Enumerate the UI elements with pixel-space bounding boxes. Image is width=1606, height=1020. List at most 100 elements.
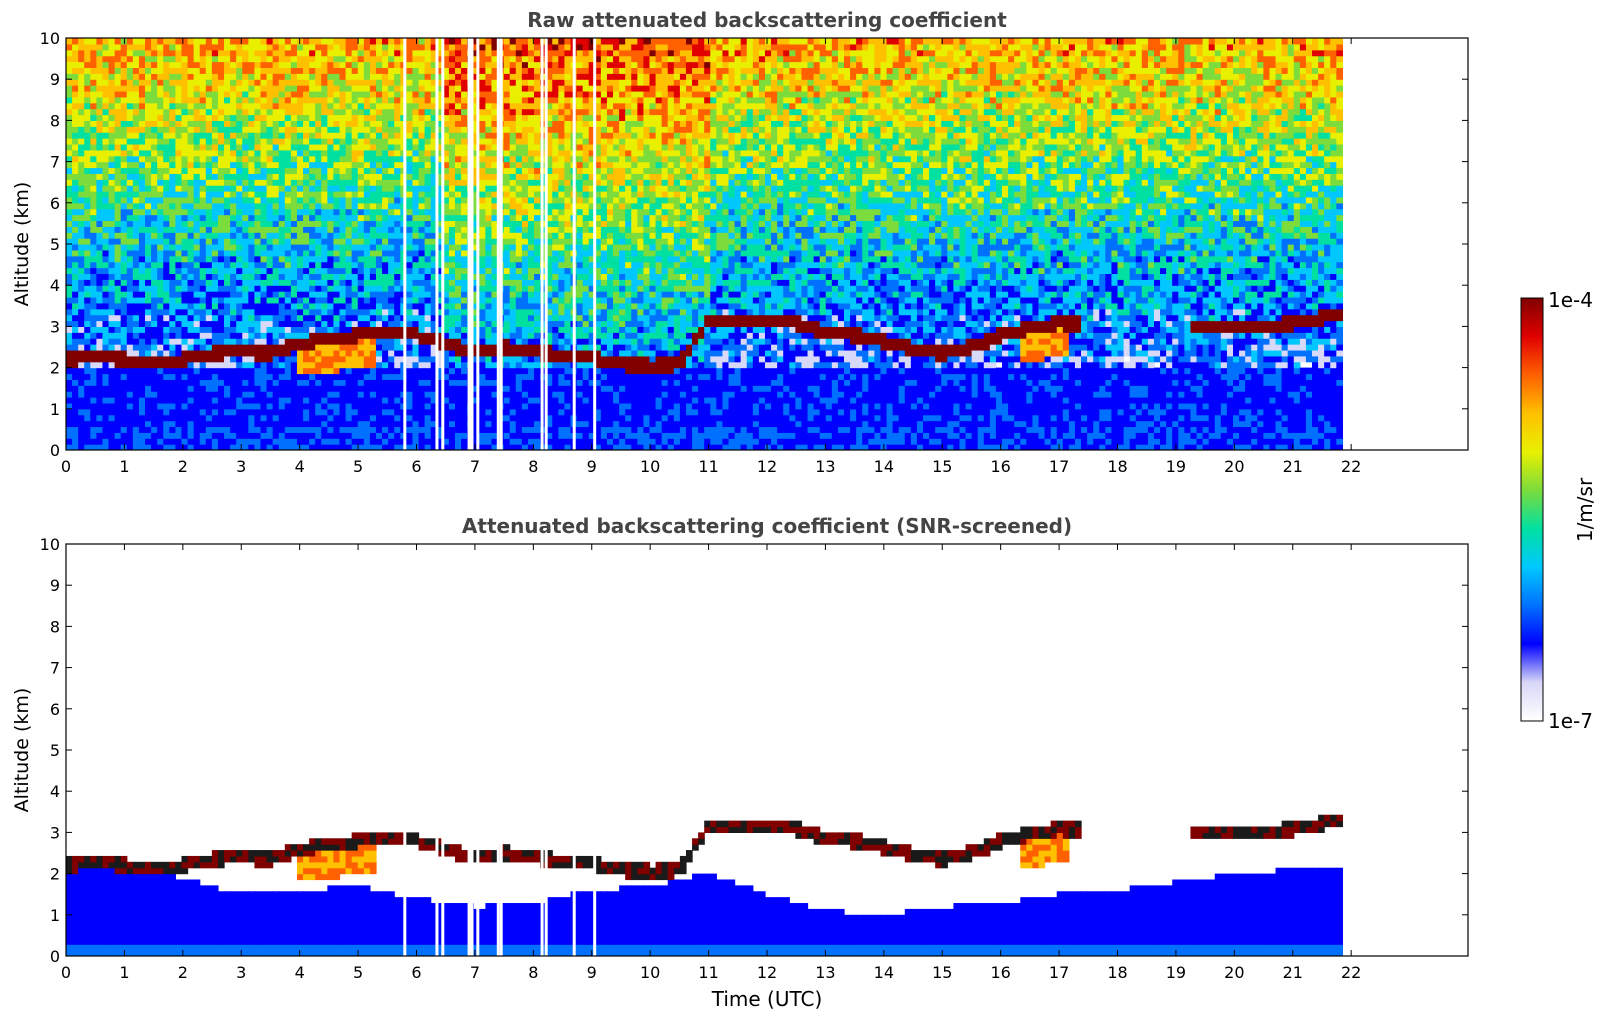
heatmap-cell	[406, 232, 414, 239]
heatmap-cell	[436, 379, 444, 386]
heatmap-cell	[138, 132, 146, 139]
heatmap-cell	[351, 202, 359, 210]
heatmap-cell	[363, 314, 371, 322]
heatmap-cell	[242, 191, 249, 198]
heatmap-cell	[120, 302, 128, 310]
heatmap-cell	[187, 308, 195, 316]
heatmap-cell	[236, 132, 243, 139]
heatmap-cell	[442, 202, 450, 210]
heatmap-cell	[114, 355, 122, 363]
heatmap-cell	[406, 273, 414, 280]
heatmap-cell	[363, 191, 371, 198]
heatmap-cell	[290, 208, 298, 216]
heatmap-cell	[90, 196, 97, 204]
heatmap-cell	[479, 302, 486, 310]
heatmap-cell	[418, 149, 426, 157]
heatmap-cell	[248, 102, 256, 110]
heatmap-cell	[151, 373, 158, 380]
heatmap-cell	[491, 138, 499, 145]
heatmap-cell	[436, 61, 444, 69]
heatmap-cell	[236, 138, 243, 145]
heatmap-cell	[290, 373, 298, 380]
heatmap-cell	[157, 191, 164, 198]
heatmap-cell	[290, 397, 298, 404]
heatmap-cell	[284, 285, 292, 292]
heatmap-cell	[454, 120, 462, 127]
heatmap-cell	[120, 179, 128, 186]
heatmap-cell	[126, 214, 134, 222]
heatmap-cell	[157, 279, 164, 286]
heatmap-cell	[424, 444, 432, 450]
heatmap-cell	[345, 349, 353, 357]
heatmap-cell	[363, 114, 371, 121]
heatmap-cell	[290, 426, 298, 433]
heatmap-cell	[84, 202, 91, 210]
heatmap-cell	[266, 314, 274, 322]
heatmap-cell	[309, 361, 316, 369]
heatmap-cell	[418, 49, 426, 57]
heatmap-cell	[430, 332, 438, 339]
heatmap-cell	[448, 179, 456, 186]
heatmap-cell	[315, 85, 322, 92]
heatmap-cell	[260, 261, 268, 269]
heatmap-cell	[327, 55, 335, 63]
heatmap-cell	[369, 308, 377, 316]
heatmap-cell	[272, 255, 280, 263]
heatmap-cell	[205, 143, 213, 151]
heatmap-cell	[448, 208, 456, 216]
heatmap-cell	[369, 414, 377, 422]
heatmap-cell	[96, 126, 104, 133]
heatmap-cell	[66, 226, 73, 233]
heatmap-cell	[491, 420, 499, 428]
heatmap-cell	[357, 143, 365, 151]
heatmap-cell	[436, 273, 444, 280]
heatmap-cell	[369, 279, 377, 286]
heatmap-cell	[145, 102, 152, 110]
heatmap-cell	[309, 114, 316, 121]
heatmap-cell	[284, 344, 292, 351]
heatmap-cell	[157, 338, 164, 345]
heatmap-cell	[181, 179, 189, 186]
heatmap-cell	[345, 220, 353, 227]
heatmap-cell	[96, 326, 104, 333]
heatmap-cell	[454, 38, 462, 45]
heatmap-cell	[96, 320, 104, 327]
heatmap-cell	[199, 67, 207, 74]
heatmap-cell	[406, 391, 414, 398]
heatmap-cell	[491, 308, 499, 316]
heatmap-cell	[363, 379, 371, 386]
heatmap-cell	[108, 138, 116, 145]
heatmap-cell	[193, 226, 201, 233]
heatmap-cell	[412, 302, 420, 310]
heatmap-cell	[333, 414, 341, 422]
heatmap-cell	[436, 355, 444, 363]
heatmap-cell	[327, 420, 335, 428]
heatmap-cell	[315, 391, 322, 398]
heatmap-cell	[248, 208, 256, 216]
heatmap-cell	[412, 444, 420, 450]
heatmap-cell	[84, 226, 91, 233]
heatmap-cell	[327, 397, 335, 404]
heatmap-cell	[145, 138, 152, 145]
heatmap-cell	[224, 291, 231, 298]
heatmap-cell	[236, 155, 243, 163]
heatmap-cell	[454, 108, 462, 116]
heatmap-cell	[485, 279, 493, 286]
heatmap-cell	[126, 173, 134, 180]
heatmap-cell	[236, 355, 243, 363]
heatmap-cell	[260, 43, 268, 51]
heatmap-cell	[78, 161, 85, 169]
heatmap-cell	[126, 232, 134, 239]
heatmap-cell	[309, 273, 316, 280]
heatmap-cell	[102, 61, 110, 69]
heatmap-cell	[369, 132, 377, 139]
heatmap-cell	[315, 255, 322, 263]
heatmap-cell	[436, 385, 444, 392]
heatmap-cell	[363, 167, 371, 174]
heatmap-cell	[108, 232, 116, 239]
heatmap-cell	[424, 302, 432, 310]
heatmap-cell	[114, 196, 122, 204]
heatmap-cell	[217, 379, 225, 386]
heatmap-cell	[296, 355, 304, 363]
heatmap-cell	[114, 361, 122, 369]
